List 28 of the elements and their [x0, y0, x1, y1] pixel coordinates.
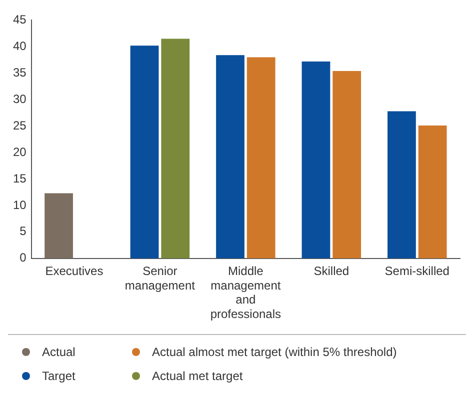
bar — [388, 111, 416, 258]
y-tick-label: 40 — [12, 38, 27, 53]
y-tick-label: 45 — [12, 12, 27, 27]
y-tick-label: 10 — [12, 198, 27, 212]
y-tick-label: 20 — [12, 144, 27, 159]
x-tick-label: Semi-skilled — [384, 264, 450, 278]
y-tick-label: 25 — [12, 118, 27, 132]
bar — [332, 71, 362, 258]
y-tick-label: 0 — [20, 250, 27, 265]
bar — [302, 61, 330, 258]
legend-label: Actual — [42, 345, 76, 359]
x-tick-label: Executives — [45, 264, 104, 278]
y-tick-label: 30 — [12, 92, 27, 106]
legend-label: Target — [42, 369, 76, 383]
y-tick-label: 15 — [12, 171, 27, 186]
legend-label: Actual met target — [152, 369, 243, 383]
legend-label: Actual almost met target (within 5% threshold) — [152, 345, 397, 359]
bar — [130, 46, 159, 258]
x-tick-label: Senior management — [124, 264, 196, 292]
y-tick-label: 35 — [12, 65, 27, 80]
bar — [161, 38, 190, 258]
x-tick-label: Skilled — [314, 264, 350, 278]
y-tick-label: 5 — [20, 224, 27, 238]
bar — [246, 57, 276, 258]
x-tick-label: Middle management and professionals — [210, 264, 282, 322]
bar — [418, 126, 447, 258]
bar — [216, 55, 244, 258]
bar — [44, 193, 73, 258]
